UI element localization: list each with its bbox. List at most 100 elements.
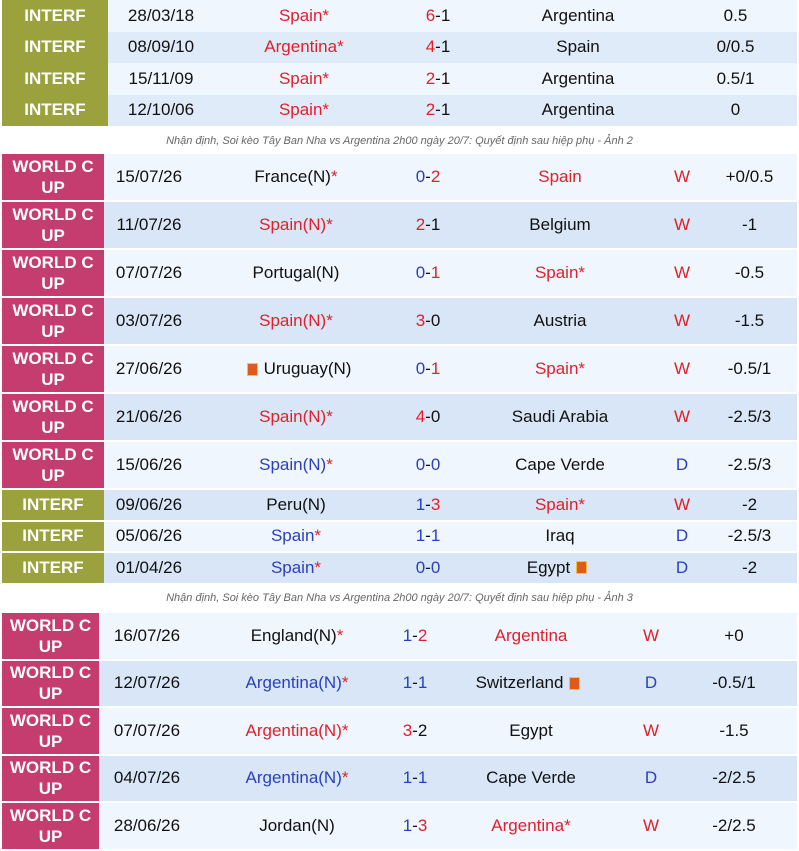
favorite-star: * [330, 167, 338, 186]
score-separator: - [412, 673, 418, 693]
favorite-star: * [314, 557, 322, 577]
away-team-name: Argentina [541, 100, 615, 120]
score-home: 0 [415, 359, 426, 378]
away-team: Spain [458, 154, 662, 200]
home-team-name: Uruguay(N) [263, 359, 352, 378]
home-team: Peru(N) [194, 490, 398, 520]
competition-badge: WORLD C UP [2, 202, 104, 248]
score-separator: - [425, 557, 431, 577]
score-separator: - [435, 68, 441, 88]
away-team-name: Spain [556, 37, 600, 57]
match-date: 07/07/26 [115, 263, 183, 282]
score-home: 0 [415, 167, 426, 186]
match-date: 28/06/26 [113, 815, 181, 835]
away-team: Spain* [458, 250, 662, 296]
handicap: 0.5/1 [716, 68, 755, 88]
home-team: Spain(N) * [194, 298, 398, 344]
score-away: 3 [417, 815, 428, 835]
match-score: 4-0 [398, 394, 458, 440]
match-date: 15/11/09 [128, 68, 194, 88]
away-team: Egypt [431, 708, 631, 754]
score-home: 0 [415, 557, 426, 577]
home-team-name: Peru(N) [266, 494, 326, 514]
handicap: -0.5 [734, 263, 765, 282]
favorite-star: * [326, 407, 333, 426]
score-separator: - [412, 815, 418, 835]
match-result: D [644, 673, 658, 693]
score-away: 2 [417, 625, 428, 645]
competition-badge: WORLD C UP [2, 803, 99, 849]
flag-icon [569, 676, 581, 690]
score-separator: - [425, 215, 431, 234]
home-team-name: Argentina(N) [245, 768, 342, 788]
match-date: 01/04/26 [115, 557, 183, 577]
match-score: 2-1 [394, 63, 482, 95]
home-team-name: Spain(N) [259, 407, 327, 426]
score-away: 1 [440, 5, 451, 25]
table-row: WORLD C UP 15/06/26 Spain(N) * 0-0 Cape Verde… [2, 442, 797, 490]
match-score: 0-0 [398, 442, 458, 488]
match-date: 15/06/26 [115, 455, 183, 474]
favorite-star: * [341, 720, 349, 740]
match-date: 12/10/06 [127, 100, 195, 120]
table-row: WORLD C UP 21/06/26 Spain(N) * 4-0 Saudi Arab… [2, 394, 797, 442]
score-away: 1 [417, 768, 428, 788]
away-team: Argentina [431, 613, 631, 659]
home-team-name: England(N) [250, 625, 337, 645]
match-date: 28/03/18 [127, 5, 195, 25]
score-away: 1 [430, 263, 441, 282]
match-score: 0-2 [398, 154, 458, 200]
score-away: 0 [430, 557, 441, 577]
competition-badge: WORLD C UP [2, 394, 104, 440]
away-team: Spain [482, 32, 674, 64]
table-row: INTERF 12/10/06 Spain* 2-1 Argentina 0 [2, 94, 797, 127]
table-row: WORLD C UP 11/07/26 Spain(N) * 2-1 Belgium W -1 [2, 202, 797, 250]
handicap: -1 [741, 215, 758, 234]
home-team: Spain(N) * [194, 394, 398, 440]
home-team-name: Spain* [278, 100, 330, 120]
score-separator: - [435, 100, 441, 120]
home-team: Jordan(N) [195, 803, 399, 849]
score-home: 0 [415, 455, 426, 474]
handicap: 0.5 [723, 5, 748, 25]
home-team: Spain* [194, 522, 398, 552]
handicap: +0/0.5 [725, 167, 774, 186]
handicap: -2/2.5 [712, 768, 756, 788]
score-separator: - [425, 455, 431, 474]
table-row: WORLD C UP 07/07/26 Portugal(N) 0-1 Spain* W -… [2, 250, 797, 298]
match-result: D [675, 455, 689, 474]
match-date: 16/07/26 [113, 625, 181, 645]
away-team: Egypt [458, 553, 662, 583]
match-date: 05/06/26 [115, 526, 183, 546]
home-team: Spain(N) * [194, 442, 398, 488]
match-score: 2-1 [394, 95, 482, 127]
table-row: WORLD C UP 12/07/26 Argentina(N) * 1-1 Switze… [2, 660, 797, 708]
handicap: -2 [741, 494, 758, 514]
score-away: 0 [430, 311, 441, 330]
handicap: 0 [730, 100, 741, 120]
score-separator: - [425, 526, 431, 546]
handicap: -2/2.5 [712, 815, 756, 835]
home-team-name: Argentina(N) [245, 673, 342, 693]
match-result: D [644, 768, 658, 788]
match-result: W [673, 407, 691, 426]
away-team-name: Spain [538, 167, 582, 186]
image-caption-3: Nhận định, Soi kèo Tây Ban Nha vs Argent… [166, 592, 633, 604]
image-caption-2: Nhận định, Soi kèo Tây Ban Nha vs Argent… [166, 135, 633, 147]
match-date: 04/07/26 [113, 768, 181, 788]
match-result: W [673, 215, 691, 234]
score-home: 0 [415, 263, 426, 282]
match-date: 27/06/26 [115, 359, 183, 378]
score-separator: - [412, 720, 418, 740]
match-result: D [675, 526, 689, 546]
competition-badge: WORLD C UP [2, 154, 104, 200]
table-row: INTERF 15/11/09 Spain* 2-1 Argentina 0.5/1 [2, 63, 797, 95]
score-home: 2 [425, 100, 436, 120]
match-result: W [673, 494, 691, 514]
score-away: 1 [430, 359, 441, 378]
away-team-name: Switzerland [475, 673, 564, 693]
score-away: 2 [417, 720, 428, 740]
score-separator: - [425, 167, 431, 186]
away-team: Argentina [482, 0, 674, 32]
match-score: 1-1 [399, 756, 431, 802]
